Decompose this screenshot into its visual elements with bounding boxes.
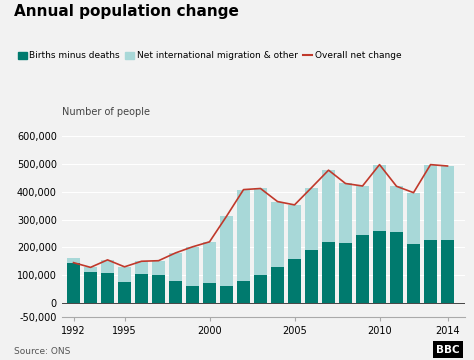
Bar bbox=[101, 260, 114, 273]
Bar bbox=[237, 281, 250, 303]
Bar bbox=[220, 216, 233, 286]
Bar bbox=[407, 193, 420, 244]
Bar bbox=[203, 242, 216, 283]
Bar bbox=[288, 259, 301, 303]
Bar bbox=[152, 275, 165, 303]
Bar bbox=[101, 273, 114, 303]
Bar bbox=[135, 261, 148, 274]
Bar bbox=[254, 275, 267, 303]
Bar bbox=[152, 261, 165, 275]
Text: Annual population change: Annual population change bbox=[14, 4, 239, 19]
Bar bbox=[424, 165, 437, 240]
Bar bbox=[322, 242, 335, 303]
Bar bbox=[305, 188, 318, 250]
Bar bbox=[373, 165, 386, 231]
Bar bbox=[339, 184, 352, 243]
Bar bbox=[203, 283, 216, 303]
Bar bbox=[254, 189, 267, 275]
Bar bbox=[424, 240, 437, 303]
Bar bbox=[118, 282, 131, 303]
Bar bbox=[356, 186, 369, 235]
Bar bbox=[322, 170, 335, 242]
Bar bbox=[305, 250, 318, 303]
Bar bbox=[84, 267, 97, 273]
Bar bbox=[186, 286, 199, 303]
Bar bbox=[118, 267, 131, 282]
Bar bbox=[356, 235, 369, 303]
Bar bbox=[169, 253, 182, 281]
Bar bbox=[441, 166, 454, 240]
Bar bbox=[373, 231, 386, 303]
Bar bbox=[271, 267, 284, 303]
Bar bbox=[186, 247, 199, 286]
Text: BBC: BBC bbox=[436, 345, 460, 355]
Bar bbox=[390, 232, 403, 303]
Text: Number of people: Number of people bbox=[62, 107, 150, 117]
Bar bbox=[169, 281, 182, 303]
Bar bbox=[407, 244, 420, 303]
Bar bbox=[441, 240, 454, 303]
Bar bbox=[288, 205, 301, 259]
Text: Source: ONS: Source: ONS bbox=[14, 347, 71, 356]
Bar bbox=[84, 273, 97, 303]
Bar bbox=[390, 186, 403, 232]
Bar bbox=[237, 190, 250, 281]
Bar bbox=[135, 274, 148, 303]
Bar bbox=[67, 258, 80, 263]
Legend: Births minus deaths, Net international migration & other, Overall net change: Births minus deaths, Net international m… bbox=[14, 48, 405, 64]
Bar bbox=[67, 258, 80, 303]
Bar bbox=[339, 243, 352, 303]
Bar bbox=[271, 202, 284, 267]
Bar bbox=[220, 286, 233, 303]
